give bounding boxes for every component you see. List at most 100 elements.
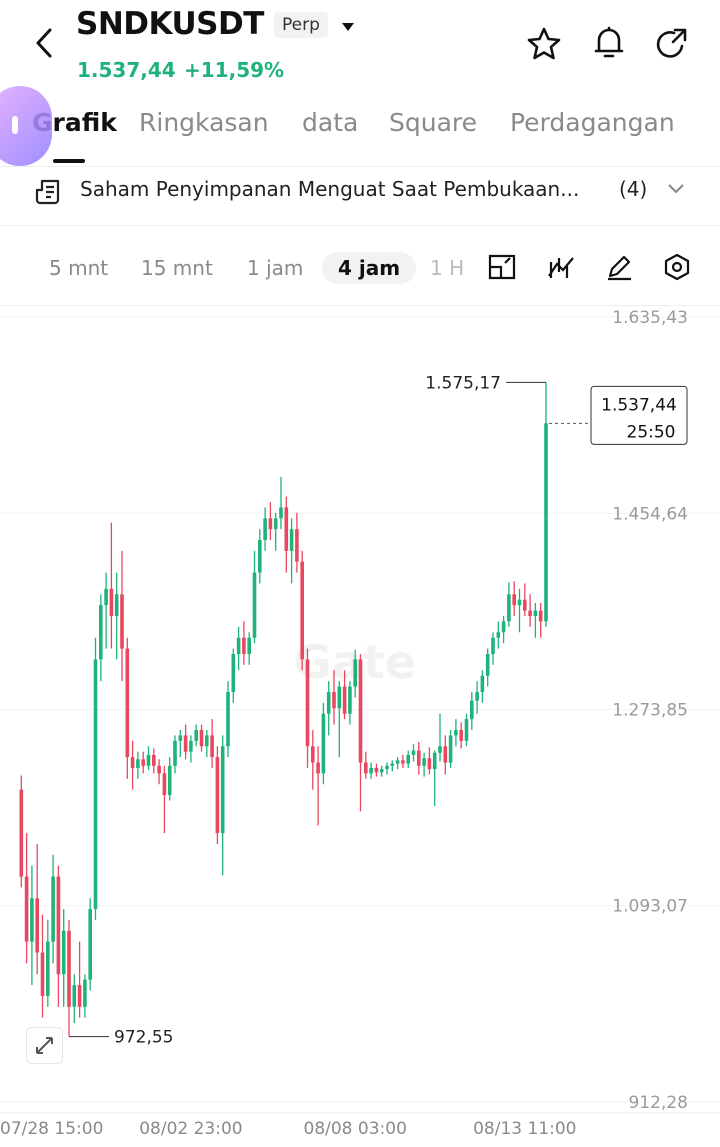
min-label: 972,55 xyxy=(114,1028,173,1048)
fullscreen-button[interactable] xyxy=(26,1027,63,1064)
candle-body xyxy=(141,759,145,766)
candle-body xyxy=(438,746,442,753)
divider xyxy=(0,305,720,306)
assistant-icon xyxy=(12,116,18,134)
y-tick-label: 1.635,43 xyxy=(612,308,688,328)
dropdown-arrow[interactable] xyxy=(340,20,356,34)
contract-badge[interactable]: Perp xyxy=(274,12,328,38)
settings-button[interactable] xyxy=(662,252,692,282)
candle-body xyxy=(268,518,273,530)
last-price-box xyxy=(590,385,688,445)
candle-body xyxy=(215,757,220,834)
divider xyxy=(0,166,720,167)
candle-body xyxy=(35,898,39,953)
candle-body xyxy=(475,691,479,701)
candle-body xyxy=(289,529,294,551)
candle-body xyxy=(454,729,458,736)
chart-layout-button[interactable] xyxy=(487,252,517,282)
timeframe[interactable]: 1 jam xyxy=(247,256,304,280)
tab[interactable]: data xyxy=(302,108,359,137)
timeframe[interactable]: 15 mnt xyxy=(141,256,213,280)
candle-body xyxy=(432,752,437,770)
candle-body xyxy=(544,423,548,622)
candle-body xyxy=(167,765,172,796)
expand-news[interactable] xyxy=(666,182,686,196)
candlestick-chart: Gate 1.635,431.454,641.273,851.093,07912… xyxy=(0,308,720,1139)
tab[interactable]: Perdagangan xyxy=(510,108,675,137)
candle-body xyxy=(162,773,167,796)
candle-body xyxy=(507,594,511,622)
candle-body xyxy=(279,507,283,519)
candle-body xyxy=(120,594,124,649)
candle-body xyxy=(83,979,87,1007)
candle-body xyxy=(205,735,209,747)
candle-body xyxy=(448,735,453,763)
candle-body xyxy=(136,759,140,768)
candle-body xyxy=(263,518,267,541)
timeframe[interactable]: 1 H xyxy=(430,256,465,280)
share-button[interactable] xyxy=(654,26,690,62)
candle-body xyxy=(464,719,469,741)
candle-body xyxy=(99,605,103,660)
candle-body xyxy=(528,610,532,616)
candle-body xyxy=(152,754,156,766)
candle-body xyxy=(46,941,50,996)
floating-assistant[interactable] xyxy=(0,86,52,166)
candle-body xyxy=(194,729,198,741)
candle-body xyxy=(523,599,527,611)
candle-body xyxy=(226,691,230,747)
favorite-button[interactable] xyxy=(526,26,562,62)
candle-body xyxy=(538,610,543,622)
candle-body xyxy=(231,653,236,692)
indicator-button[interactable] xyxy=(546,252,576,282)
candle-body xyxy=(173,740,177,766)
candle-body xyxy=(104,588,108,606)
candle-body xyxy=(480,675,485,692)
max-label: 1.575,17 xyxy=(425,373,501,393)
candle-body xyxy=(88,909,92,980)
tab[interactable]: Ringkasan xyxy=(139,108,269,137)
last-price-label: 1.537,44 xyxy=(601,395,677,415)
symbol: SNDKUSDT xyxy=(76,6,264,42)
x-tick-label: 07/28 15:00 xyxy=(0,1119,103,1139)
candle-body xyxy=(109,588,114,616)
candle-body xyxy=(24,876,29,942)
candle-body xyxy=(332,691,336,709)
candle-body xyxy=(422,758,426,766)
candle-body xyxy=(125,648,130,758)
candle-body xyxy=(326,691,331,714)
candle-body xyxy=(411,750,416,755)
candle-body xyxy=(77,985,82,1007)
candle-countdown: 25:50 xyxy=(627,422,676,442)
candle-body xyxy=(183,735,188,752)
candle-body xyxy=(284,507,289,551)
candle-body xyxy=(61,930,66,975)
x-tick-label: 08/02 23:00 xyxy=(139,1119,242,1139)
candle-body xyxy=(501,621,506,633)
alert-button[interactable] xyxy=(592,24,626,62)
candle-body xyxy=(417,750,421,766)
candle-body xyxy=(157,765,161,774)
back-button[interactable] xyxy=(30,26,58,60)
candle-body xyxy=(252,572,257,638)
timeframe[interactable]: 4 jam xyxy=(322,252,417,284)
tab[interactable]: Square xyxy=(389,108,478,137)
candle-body xyxy=(30,898,34,942)
last-price: 1.537,44 xyxy=(77,58,176,82)
y-tick-label: 1.273,85 xyxy=(612,701,688,721)
y-tick-label: 912,28 xyxy=(629,1093,688,1113)
candle-body xyxy=(189,740,193,752)
candle-body xyxy=(19,789,24,877)
candle-body xyxy=(364,762,368,774)
candle-body xyxy=(199,729,204,747)
y-tick-label: 1.093,07 xyxy=(612,897,688,917)
candle-body xyxy=(242,637,246,654)
candle-body xyxy=(316,762,320,774)
candle-body xyxy=(533,610,538,616)
timeframe[interactable]: 5 mnt xyxy=(49,256,109,280)
draw-button[interactable] xyxy=(604,252,634,282)
candle-body xyxy=(114,594,119,616)
candle-body xyxy=(427,758,432,770)
news-headline[interactable]: Saham Penyimpanan Menguat Saat Pembukaan… xyxy=(80,177,580,201)
